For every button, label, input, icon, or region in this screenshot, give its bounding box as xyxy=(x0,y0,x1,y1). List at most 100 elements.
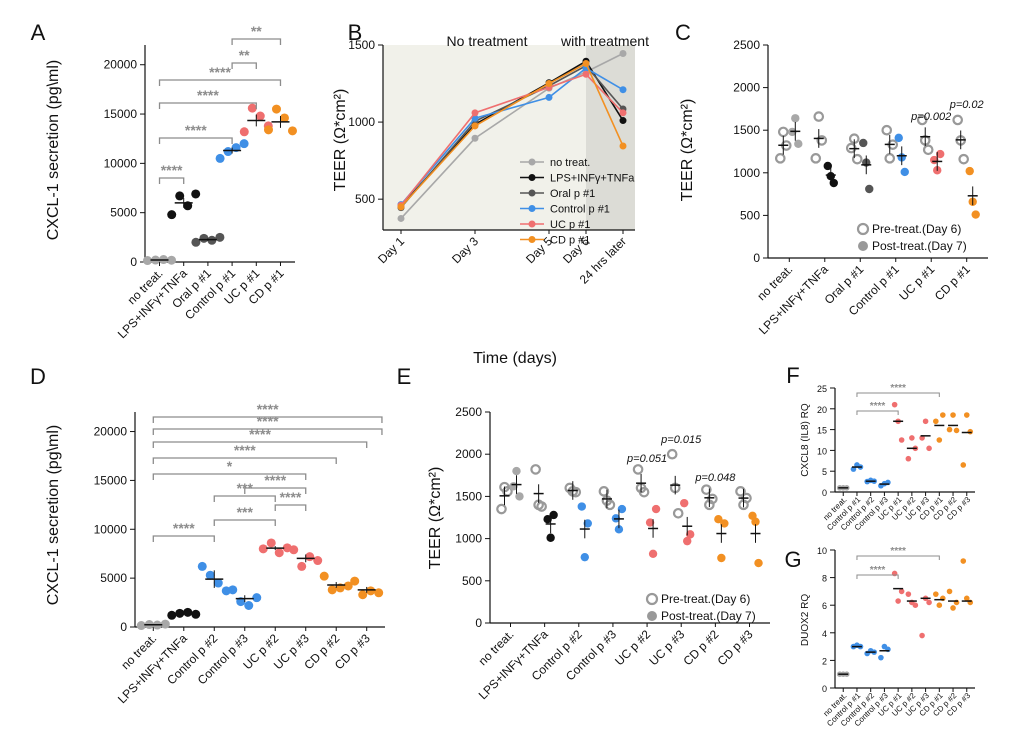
pre-point xyxy=(881,124,893,136)
data-point xyxy=(305,552,315,562)
legend-label: Pre-treat.(Day 6) xyxy=(872,222,961,236)
legend-marker xyxy=(528,174,536,181)
sig-label: **** xyxy=(197,87,219,103)
post-point xyxy=(648,549,658,558)
sig-bracket xyxy=(856,392,940,397)
data-point xyxy=(160,619,170,629)
y-tick-label: 1500 xyxy=(733,123,760,137)
data-point xyxy=(279,113,289,123)
data-point xyxy=(175,191,185,201)
data-point xyxy=(239,139,249,149)
y-tick-label: 10000 xyxy=(94,522,128,536)
data-point xyxy=(912,602,919,608)
y-tick-label: 2 xyxy=(822,656,827,666)
region-label: No treatment xyxy=(447,33,528,49)
data-point xyxy=(963,412,970,418)
sig-label: **** xyxy=(234,442,256,458)
pre-point xyxy=(496,503,507,515)
y-axis-label: DUOX2 RQ xyxy=(800,594,811,646)
post-point xyxy=(645,518,655,527)
y-tick-label: 500 xyxy=(740,208,760,222)
data-point xyxy=(898,588,905,595)
data-point xyxy=(940,412,946,418)
data-point xyxy=(263,125,273,135)
data-point xyxy=(936,602,943,608)
data-point xyxy=(953,427,960,434)
data-point xyxy=(619,142,627,150)
y-tick-label: 0 xyxy=(475,616,482,630)
data-point xyxy=(247,103,257,113)
y-tick-label: 0 xyxy=(822,488,827,498)
sig-label: **** xyxy=(161,162,183,178)
sig-bracket xyxy=(856,555,940,560)
data-point xyxy=(213,578,223,588)
sig-label: *** xyxy=(237,504,254,520)
panel-letter: G xyxy=(784,547,801,572)
sig-label: ** xyxy=(251,23,262,39)
legend-marker-pre xyxy=(856,222,870,236)
p-value: p=0.02 xyxy=(949,99,984,111)
data-point xyxy=(215,232,225,242)
data-point xyxy=(191,237,201,247)
sig-label: **** xyxy=(264,472,286,488)
sig-label: **** xyxy=(280,489,302,505)
sig-label: ** xyxy=(239,47,250,63)
post-point xyxy=(859,138,868,148)
x-axis-label: Time (days) xyxy=(473,350,557,367)
pre-point xyxy=(707,493,718,505)
y-tick-label: 2000 xyxy=(733,81,760,95)
y-tick-label: 20000 xyxy=(104,58,138,72)
region-no-treatment xyxy=(383,45,586,230)
legend-marker xyxy=(528,205,536,212)
post-point xyxy=(717,553,726,563)
y-tick-label: 2000 xyxy=(455,447,482,461)
legend-label: CD p #1 xyxy=(550,235,590,247)
post-point xyxy=(865,184,874,194)
legend-label: UC p #1 xyxy=(550,219,590,231)
post-point xyxy=(754,558,763,568)
x-tick-label: CD p #2 xyxy=(680,627,721,668)
data-point xyxy=(946,588,953,595)
pre-point xyxy=(598,486,610,497)
y-tick-label: 500 xyxy=(462,574,482,588)
y-tick-label: 2500 xyxy=(733,38,760,52)
legend-label: Post-treat.(Day 7) xyxy=(661,609,756,623)
panel-letter: D xyxy=(30,364,46,389)
y-tick-label: 10000 xyxy=(104,156,138,170)
y-axis-label: TEER (Ω*cm²) xyxy=(332,89,349,192)
pre-point xyxy=(632,464,644,475)
post-point xyxy=(794,139,803,149)
y-tick-label: 5000 xyxy=(110,206,137,220)
post-point xyxy=(617,504,627,514)
data-point xyxy=(366,586,376,596)
data-point xyxy=(191,609,201,619)
post-point xyxy=(583,519,592,528)
data-point xyxy=(878,654,884,661)
data-point xyxy=(619,109,627,117)
data-point xyxy=(933,591,939,597)
sig-bracket xyxy=(152,441,368,448)
data-point xyxy=(926,445,932,452)
data-point xyxy=(183,607,193,617)
y-tick-label: 1000 xyxy=(733,166,760,180)
post-point xyxy=(580,552,589,562)
pre-point xyxy=(884,153,896,164)
data-point xyxy=(950,605,956,611)
post-point xyxy=(829,178,838,188)
data-point xyxy=(397,214,405,222)
sig-bracket xyxy=(274,504,307,511)
data-point xyxy=(471,114,479,122)
data-point xyxy=(239,127,249,137)
sig-label: **** xyxy=(185,122,207,138)
sig-bracket xyxy=(158,177,185,184)
panel-letter: F xyxy=(786,363,799,388)
data-point xyxy=(545,80,553,88)
data-point xyxy=(287,126,297,136)
y-axis-label: CXCL-1 secretion (pg\ml) xyxy=(45,425,62,606)
legend-label: Control p #1 xyxy=(550,204,610,216)
y-tick-label: 20000 xyxy=(94,425,128,439)
pre-point xyxy=(813,111,825,122)
post-point xyxy=(751,517,760,526)
